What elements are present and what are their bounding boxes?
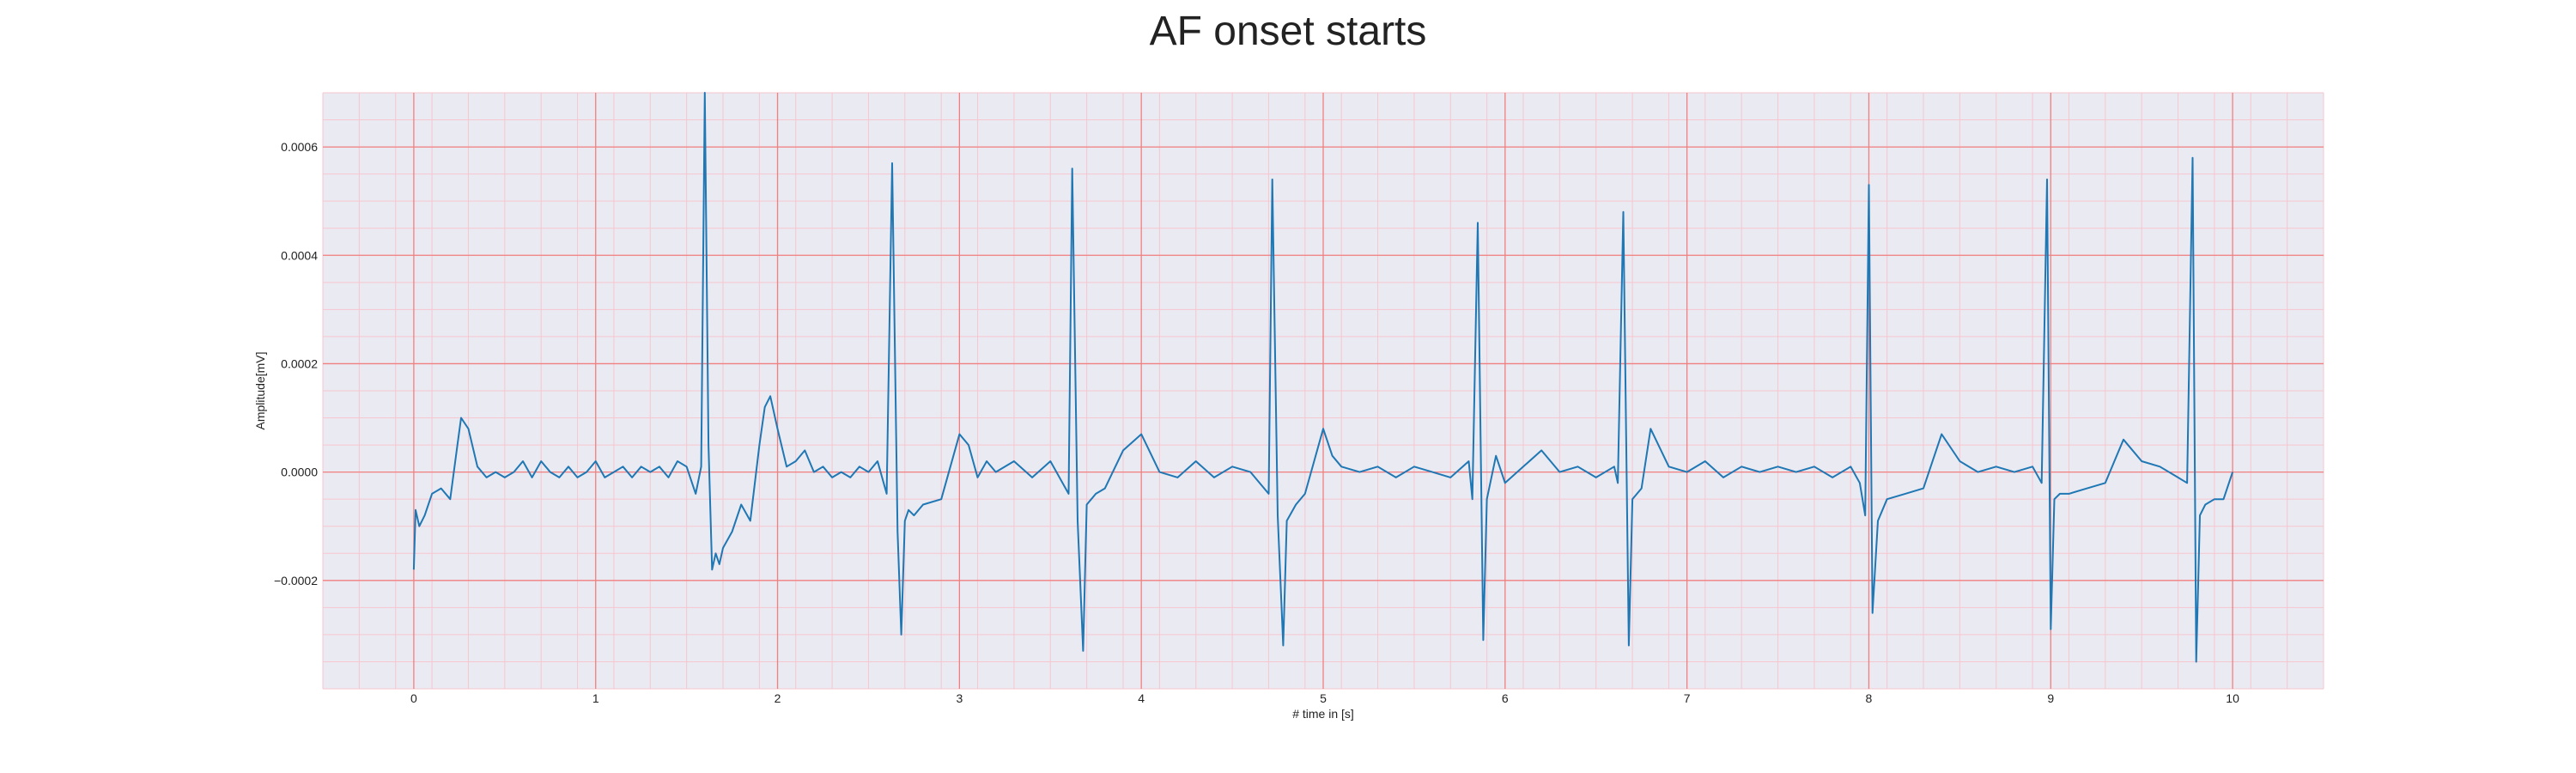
- y-axis-label: Amplitude[mV]: [253, 351, 267, 429]
- major-grid: [323, 93, 2324, 689]
- x-tick-labels: 0 1 2 3 4 5 6 7 8 9 10: [410, 691, 2239, 705]
- chart-title: AF onset starts: [1150, 9, 1427, 54]
- x-tick-label: 6: [1502, 691, 1509, 705]
- x-tick-label: 0: [410, 691, 417, 705]
- x-tick-label: 10: [2226, 691, 2239, 705]
- x-tick-label: 8: [1866, 691, 1873, 705]
- y-tick-label: 0.0006: [281, 140, 318, 154]
- y-tick-labels: −0.0002 0.0000 0.0002 0.0004 0.0006: [274, 140, 318, 587]
- x-tick-label: 2: [775, 691, 781, 705]
- series-line-ecg: [412, 92, 2234, 663]
- x-tick-label: 9: [2047, 691, 2054, 705]
- x-tick-label: 5: [1320, 691, 1327, 705]
- x-axis-label: # time in [s]: [1292, 707, 1354, 721]
- x-tick-label: 3: [956, 691, 963, 705]
- y-tick-label: 0.0002: [281, 356, 318, 370]
- y-tick-label: −0.0002: [274, 574, 318, 587]
- y-tick-label: 0.0000: [281, 466, 318, 479]
- x-tick-label: 1: [592, 691, 599, 705]
- y-tick-label: 0.0004: [281, 248, 318, 262]
- x-tick-label: 7: [1684, 691, 1691, 705]
- x-tick-label: 4: [1138, 691, 1145, 705]
